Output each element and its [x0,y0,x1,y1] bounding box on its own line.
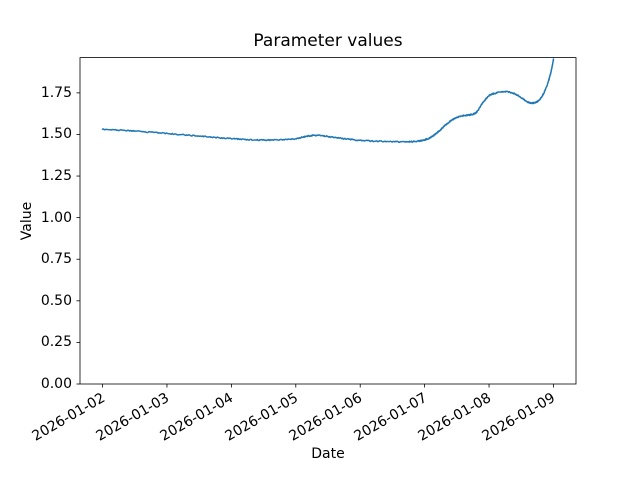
y-tick-label: 1.75 [40,84,72,101]
y-tick-label: 1.50 [40,126,72,143]
y-tick-label: 0.50 [40,292,72,309]
y-tick-label: 1.00 [40,209,72,226]
y-tick-label: 1.25 [40,168,72,185]
x-axis-label: Date [311,446,345,462]
plot-spines [79,57,577,385]
chart-title: Parameter values [253,31,403,51]
series-line [101,58,555,144]
y-tick-label: 0.75 [40,251,72,268]
tick-marks [76,92,554,388]
y-tick-label: 0.00 [40,376,72,392]
y-tick-label: 0.25 [40,334,72,351]
y-axis-label: Value [19,201,35,241]
